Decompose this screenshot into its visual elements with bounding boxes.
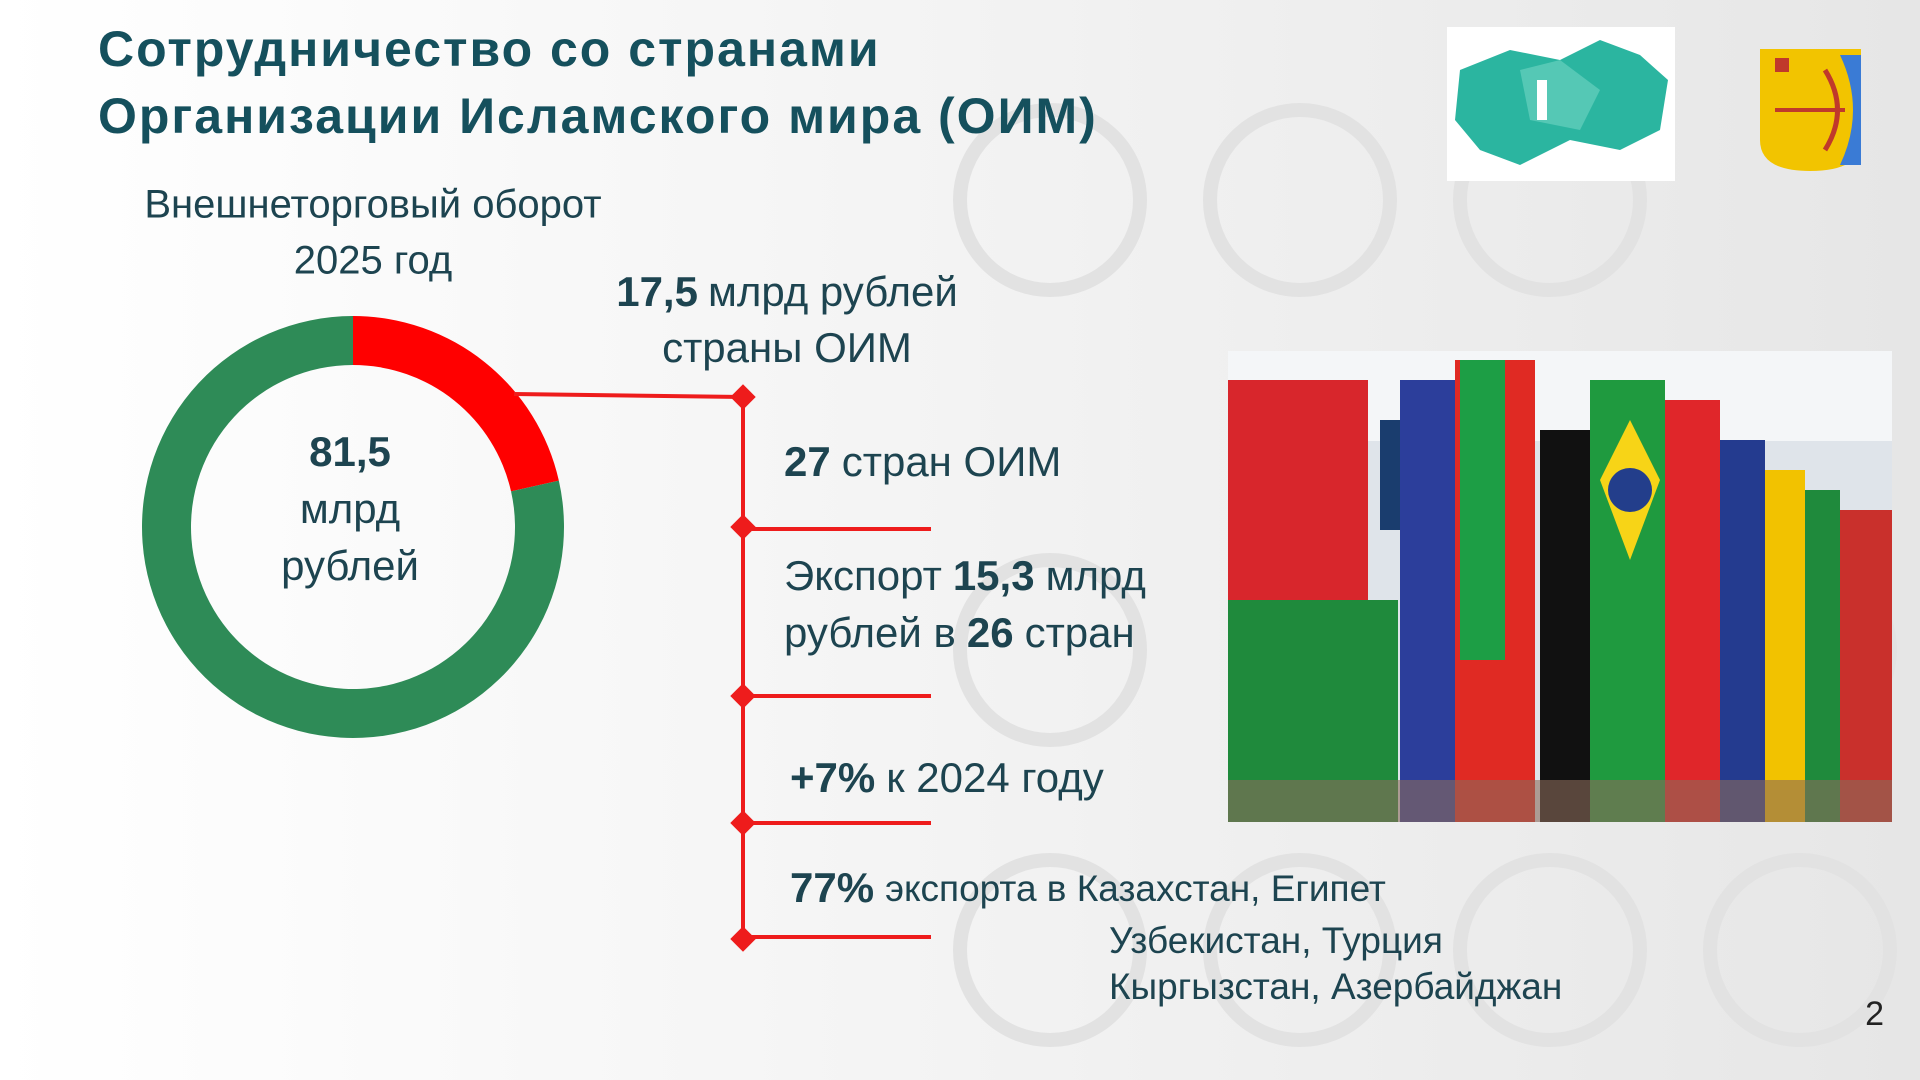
fact-text: стран: [1025, 609, 1135, 656]
fact-continuation: Кыргызстан, Азербайджан: [1109, 966, 1562, 1007]
fact-figure: 77%: [790, 864, 874, 911]
kirov-coat-of-arms: [1760, 49, 1861, 171]
fact-text: стран ОИМ: [842, 438, 1062, 485]
fact-line: +7% к 2024 году: [790, 754, 1104, 801]
fact-text: к 2024 году: [886, 754, 1104, 801]
chart-title: Внешнеторговый оборот: [144, 183, 601, 227]
donut-segment: [353, 316, 559, 492]
total-value: 81,5: [309, 428, 391, 475]
fact-figure: +7%: [790, 754, 875, 801]
segment-label: 17,5 млрд рублей: [616, 268, 958, 315]
chart-subtitle: 2025 год: [294, 239, 453, 283]
fact-figure: 27: [784, 438, 831, 485]
fact-line: рублей в 26 стран: [784, 609, 1135, 656]
fact-line: 27 стран ОИМ: [784, 438, 1061, 485]
segment-unit: млрд рублей: [708, 268, 958, 315]
fact-text: экспорта в Казахстан, Египет: [885, 868, 1386, 909]
title-line: Сотрудничество со странами: [98, 21, 881, 77]
title-line: Организации Исламского мира (ОИМ): [98, 88, 1098, 144]
fact-figure: 15,3: [953, 552, 1035, 599]
fact-line: Экспорт 15,3 млрд: [784, 552, 1146, 599]
total-unit: млрд: [300, 485, 400, 532]
fact-continuation: Узбекистан, Турция: [1109, 920, 1443, 961]
fact-text: рублей в: [784, 609, 956, 656]
kazan-logo: [1447, 27, 1675, 181]
fact-text: млрд: [1046, 552, 1146, 599]
total-unit: рублей: [281, 542, 419, 589]
fact-figure: 26: [967, 609, 1014, 656]
fact-line: 77% экспорта в Казахстан, Египет: [790, 864, 1386, 911]
segment-value: 17,5: [616, 268, 698, 315]
page-number: 2: [1865, 995, 1884, 1033]
segment-category: страны ОИМ: [662, 324, 912, 371]
connector: [513, 384, 931, 952]
fact-text: Экспорт: [784, 552, 942, 599]
flags-photo: [1228, 351, 1892, 822]
